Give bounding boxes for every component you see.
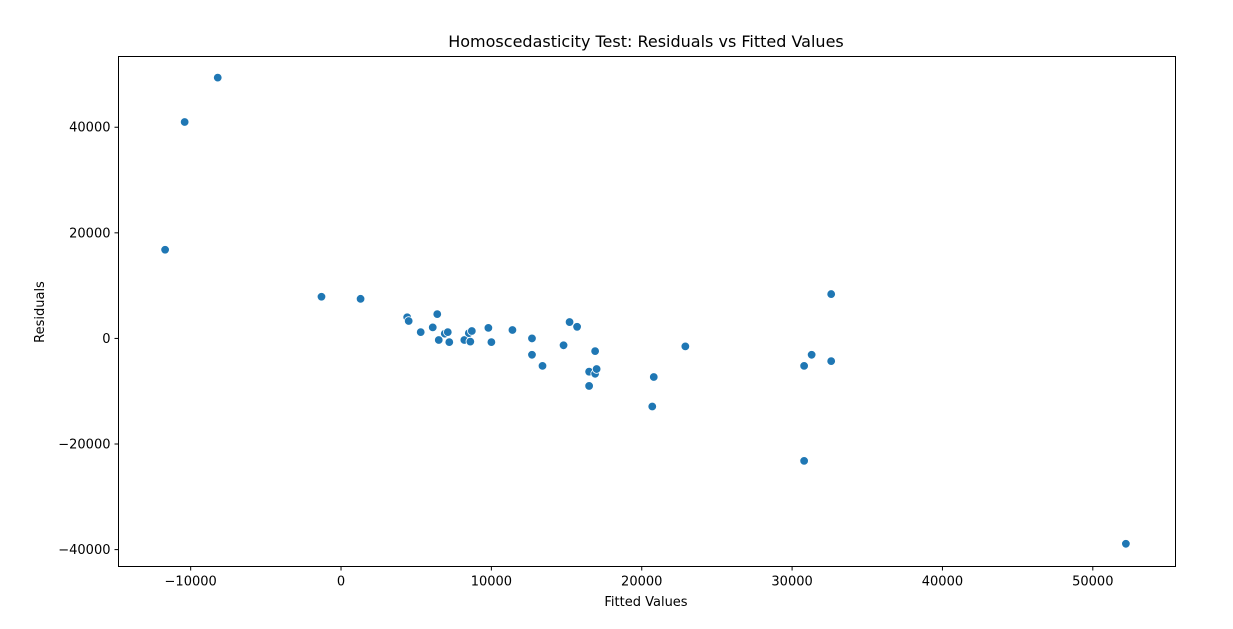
data-point (527, 350, 537, 360)
y-axis-label: Residuals (33, 281, 48, 343)
y-tick-label: 0 (102, 332, 110, 347)
x-axis-label: Fitted Values (604, 595, 687, 610)
data-point (799, 361, 809, 371)
data-point (537, 361, 548, 371)
x-axis: −10000 0 10000 20000 30000 40000 50000 (165, 566, 1113, 590)
data-point (649, 372, 659, 382)
data-point (465, 336, 476, 347)
data-point (160, 245, 170, 255)
data-point (564, 317, 575, 327)
y-tick-label: −20000 (58, 438, 110, 453)
data-point (355, 294, 366, 304)
data-point (799, 456, 809, 466)
data-point (316, 292, 327, 302)
data-point (647, 401, 657, 412)
data-point (826, 356, 836, 366)
x-tick-label: 10000 (471, 575, 512, 590)
data-point (507, 325, 518, 335)
data-point (467, 326, 477, 336)
data-point (432, 309, 442, 319)
x-tick-label: 0 (337, 575, 345, 590)
plot-frame (118, 56, 1176, 567)
data-point (403, 316, 414, 326)
data-point (584, 381, 594, 391)
chart-title: Homoscedasticity Test: Residuals vs Fitt… (448, 32, 844, 51)
data-point (572, 322, 582, 332)
data-point (179, 117, 190, 127)
x-tick-label: −10000 (165, 575, 217, 590)
data-points (160, 72, 1131, 549)
data-point (826, 289, 836, 299)
data-point (680, 341, 691, 352)
data-point (806, 350, 817, 360)
x-tick-label: 30000 (771, 575, 812, 590)
data-point (416, 327, 426, 337)
x-tick-label: 50000 (1072, 575, 1113, 590)
data-point (444, 337, 454, 347)
data-point (558, 340, 569, 350)
data-point (486, 337, 497, 347)
data-point (213, 72, 223, 83)
data-point (590, 346, 600, 356)
y-axis: −40000 −20000 0 20000 40000 (58, 121, 119, 558)
y-tick-label: 40000 (69, 121, 110, 136)
y-tick-label: −40000 (58, 543, 110, 558)
data-point (591, 364, 602, 374)
data-point (428, 322, 438, 333)
data-point (483, 323, 494, 333)
y-tick-label: 20000 (69, 226, 110, 241)
x-tick-label: 40000 (922, 575, 963, 590)
data-point (527, 333, 537, 344)
data-point (1121, 539, 1131, 549)
x-tick-label: 20000 (621, 575, 662, 590)
data-point (434, 335, 444, 345)
data-point (443, 327, 453, 337)
